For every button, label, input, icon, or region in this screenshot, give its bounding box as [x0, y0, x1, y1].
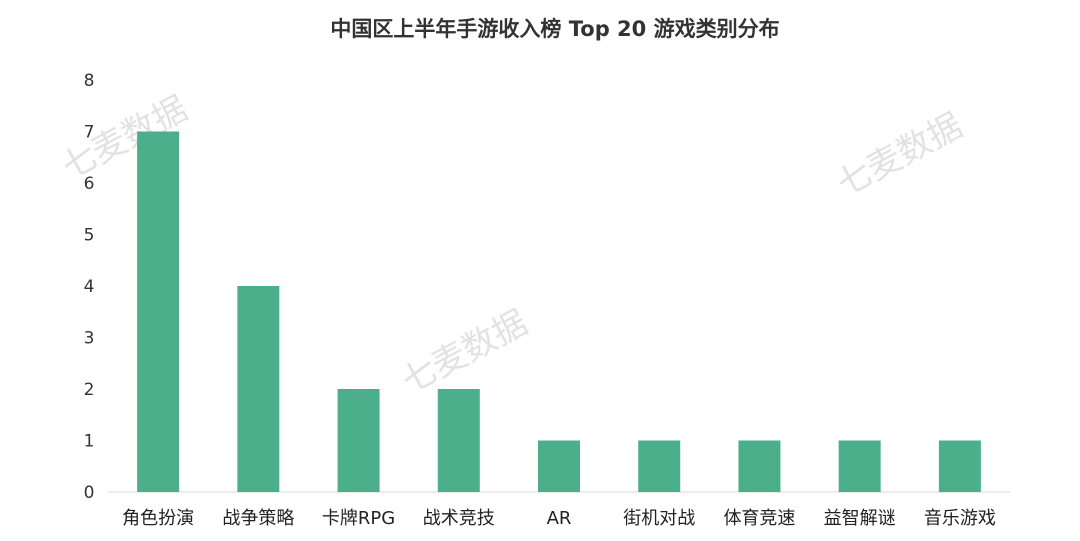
chart-title: 中国区上半年手游收入榜 Top 20 游戏类别分布 [330, 17, 779, 41]
bar [237, 286, 280, 492]
x-tick-label: 音乐游戏 [924, 508, 996, 529]
y-tick-label: 5 [84, 226, 95, 246]
bars [137, 131, 981, 492]
bar [638, 440, 681, 492]
bar [437, 389, 480, 492]
x-tick-label: 街机对战 [623, 508, 695, 529]
y-tick-label: 1 [84, 432, 95, 452]
y-axis: 0 1 2 3 4 5 6 7 8 [84, 71, 95, 503]
bar [538, 440, 580, 492]
x-tick-label: 战术竞技 [423, 508, 495, 529]
watermark-text: 七麦数据 [395, 303, 534, 402]
bar [137, 131, 180, 492]
watermark-text: 七麦数据 [830, 106, 969, 205]
x-tick-label: 体育竞速 [723, 508, 795, 529]
x-tick-label: 益智解谜 [824, 508, 896, 529]
x-axis: 角色扮演 战争策略 卡牌RPG 战术竞技 AR 街机对战 体育竞速 益智解谜 音乐游戏 [122, 508, 996, 529]
x-tick-label: 战争策略 [222, 508, 294, 529]
y-tick-label: 0 [84, 483, 95, 503]
y-tick-label: 4 [84, 277, 95, 297]
x-tick-label: 卡牌RPG [322, 508, 395, 529]
bar [938, 440, 981, 492]
y-tick-label: 6 [84, 174, 95, 194]
bar [337, 389, 380, 492]
bar [838, 440, 881, 492]
x-tick-label: 角色扮演 [122, 508, 194, 529]
y-tick-label: 8 [84, 71, 95, 91]
bar [738, 440, 781, 492]
x-tick-label: AR [547, 508, 572, 529]
y-tick-label: 3 [84, 329, 95, 349]
y-tick-label: 7 [84, 123, 95, 143]
y-tick-label: 2 [84, 380, 95, 400]
